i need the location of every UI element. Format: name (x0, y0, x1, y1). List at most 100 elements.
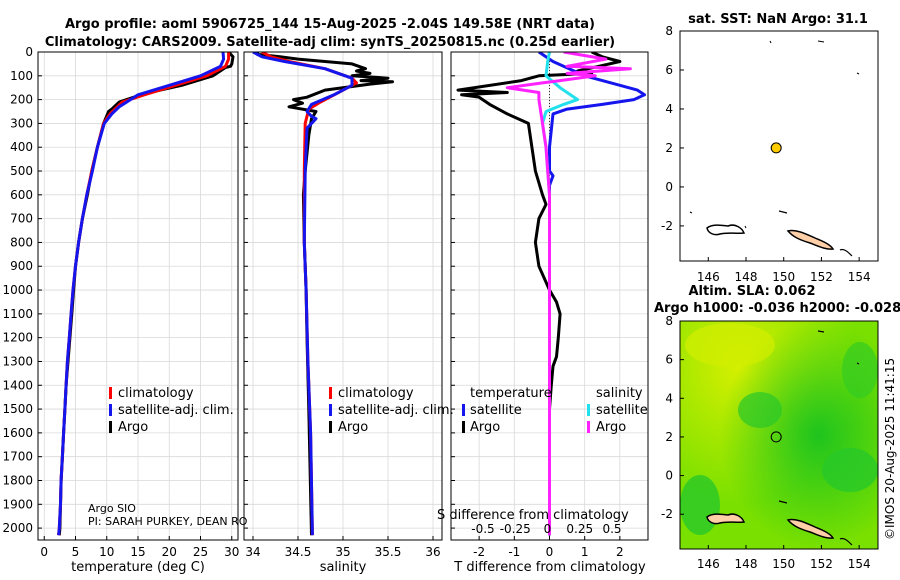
legend-swatch-t-argo (462, 421, 465, 433)
coast-fragment (778, 210, 788, 214)
sst-map-ticks: 146 148 150 152 154 -2 0 2 4 6 8 (661, 24, 871, 284)
difference-xlabel: T difference from climatology (453, 560, 646, 575)
sla-map-panel: Altim. SLA: 0.062 Argo h1000: -0.036 h20… (654, 284, 900, 571)
temperature-legend: climatology satellite-adj. clim. Argo (109, 386, 234, 435)
salinity-grid (244, 51, 442, 540)
sla-patch (842, 342, 878, 398)
map-tick-label-y: 6 (665, 353, 673, 367)
series-s-argo (505, 52, 632, 536)
sla-argo-marker (770, 431, 782, 443)
sla-map-axes (679, 320, 879, 550)
map-tick-label-y: -2 (661, 507, 673, 521)
sla-patch (680, 475, 720, 535)
map-tick-label-x: 152 (810, 270, 833, 284)
series-satellite-adj-clim- (57, 52, 226, 536)
legend-swatch-satellite (109, 404, 112, 416)
tick-label-x: -1 (508, 545, 520, 559)
map-tick-label-y: -2 (661, 219, 673, 233)
legend-swatch-satellite (329, 404, 332, 416)
map-tick-label-y: 6 (665, 63, 673, 77)
tick-label-y: 1800 (2, 473, 33, 487)
tick-label-x: 30 (224, 545, 239, 559)
tick-label-x: -2 (473, 545, 485, 559)
tick-label-y: 800 (10, 235, 33, 249)
tick-label-y: 1500 (2, 402, 33, 416)
tick-label-y: 1100 (2, 307, 33, 321)
series-satellite-adj-clim- (252, 52, 354, 536)
map-tick-label-y: 8 (665, 24, 673, 38)
s-difference-label: S difference from climatology (437, 508, 629, 523)
tick-label-y: 1400 (2, 378, 33, 392)
tick-label-x: 35.5 (375, 545, 402, 559)
legend-label-t-argo: Argo (470, 420, 500, 435)
island-new-ireland (706, 513, 746, 525)
series-s-satellite (541, 52, 580, 536)
tick-label-y: 1700 (2, 450, 33, 464)
tick-label-y: 1200 (2, 331, 33, 345)
pi-text: PI: SARAH PURKEY, DEAN RO (88, 515, 248, 528)
tick-label-x: 5 (72, 545, 80, 559)
sla-map-title-line1: Altim. SLA: 0.062 (689, 284, 816, 299)
tick-label-top: 0.25 (566, 522, 593, 536)
tick-label-y: 300 (10, 116, 33, 130)
tick-label-x: 34 (245, 545, 260, 559)
legend-label-argo: Argo (338, 420, 368, 435)
tick-label-y: 0 (25, 45, 33, 59)
difference-legend: temperature salinity satellite Argo sate… (462, 386, 648, 435)
legend-swatch-s-satellite (587, 404, 590, 416)
map-tick-label-x: 154 (848, 557, 871, 571)
island-new-britain (786, 518, 835, 539)
map-tick-label-x: 146 (697, 557, 720, 571)
coast-fragment (689, 40, 860, 229)
tick-label-x: 35 (335, 545, 350, 559)
difference-panel: -2 -1 0 1 2 -0.5 -0.25 0 0.25 0.5 T difference fr… (437, 51, 649, 575)
legend-label-satellite: satellite-adj. clim. (118, 403, 234, 418)
sst-map-panel: sat. SST: NaN Argo: 31.1 146 148 150 152 154… (661, 12, 879, 284)
legend-label-climatology: climatology (338, 386, 414, 401)
salinity-lines (252, 52, 394, 536)
tick-label-x: 0 (546, 545, 554, 559)
salinity-legend: climatology satellite-adj. clim. Argo (329, 386, 454, 435)
series-argo (256, 52, 394, 536)
salinity-ticks: 34 34.5 35 35.5 36 (244, 51, 441, 559)
tick-label-y: 2000 (2, 521, 33, 535)
sst-argo-marker (770, 142, 782, 154)
figure-title-line2: Climatology: CARS2009. Satellite-adj cli… (45, 35, 615, 50)
island-new-britain (786, 229, 835, 250)
coast-fragment (839, 248, 853, 257)
map-tick-label-y: 2 (665, 430, 673, 444)
temperature-xlabel: temperature (deg C) (71, 560, 205, 575)
difference-ticks: -2 -1 0 1 2 -0.5 -0.25 0 0.25 0.5 (451, 51, 624, 559)
legend-swatch-argo (109, 421, 112, 433)
map-tick-label-y: 8 (665, 314, 673, 328)
tick-label-x: 10 (99, 545, 114, 559)
temperature-panel: 0100200300400500600700800900100011001200… (2, 45, 247, 575)
legend-label-climatology: climatology (118, 386, 194, 401)
legend-label-s-argo: Argo (596, 420, 626, 435)
legend-swatch-climatology (329, 387, 332, 399)
tick-label-y: 1900 (2, 497, 33, 511)
map-tick-label-y: 4 (665, 102, 673, 116)
sst-coastlines (689, 40, 860, 257)
tick-label-y: 1000 (2, 283, 33, 297)
tick-label-x: 36 (425, 545, 440, 559)
imos-watermark: ©IMOS 20-Aug-2025 11:41:15 (883, 358, 897, 540)
tick-label-x: 1 (581, 545, 589, 559)
island-new-ireland (706, 224, 746, 236)
series-t-satellite (538, 52, 646, 536)
tick-label-x: 34.5 (285, 545, 312, 559)
map-tick-label-y: 2 (665, 141, 673, 155)
series-climatology (57, 52, 231, 536)
map-tick-label-x: 148 (735, 557, 758, 571)
legend-swatch-argo (329, 421, 332, 433)
legend-swatch-s-argo (587, 421, 590, 433)
tick-label-y: 1300 (2, 354, 33, 368)
sst-map-title: sat. SST: NaN Argo: 31.1 (688, 12, 868, 27)
sst-map-axes (679, 30, 879, 262)
map-tick-label-x: 148 (735, 270, 758, 284)
series-t-argo (456, 52, 622, 536)
tick-label-x: 2 (616, 545, 624, 559)
tick-label-y: 400 (10, 140, 33, 154)
map-tick-label-y: 0 (665, 469, 673, 483)
